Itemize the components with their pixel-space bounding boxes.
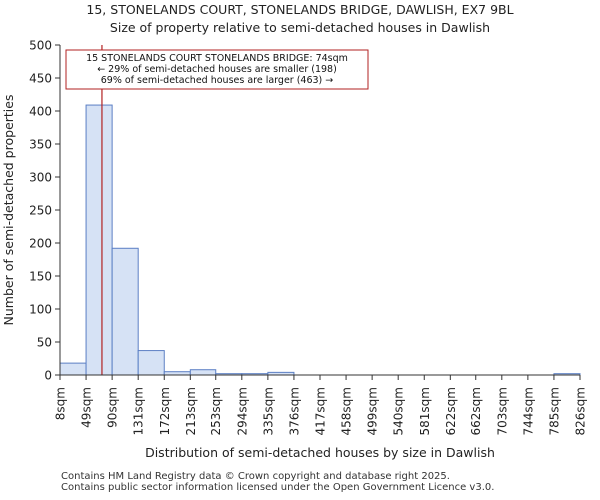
y-tick-label-300: 300	[29, 171, 52, 185]
y-tick-label-450: 450	[29, 72, 52, 86]
y-tick-label-200: 200	[29, 237, 52, 251]
bars-group	[59, 104, 581, 376]
y-tick-label-0: 0	[44, 369, 52, 383]
bar-131sqm	[137, 350, 165, 376]
bar-49sqm	[85, 104, 113, 376]
x-tick-label-213sqm: 213sqm	[184, 387, 198, 435]
x-tick-label-417sqm: 417sqm	[314, 387, 328, 435]
x-tick-label-172sqm: 172sqm	[158, 387, 172, 435]
footer-line-1: Contains HM Land Registry data © Crown c…	[61, 471, 450, 482]
y-tick-label-250: 250	[29, 204, 52, 218]
x-tick-label-335sqm: 335sqm	[261, 387, 275, 435]
annotation-line-3: 69% of semi-detached houses are larger (…	[101, 75, 334, 86]
y-tick-label-100: 100	[29, 303, 52, 317]
annotation-line-1: 15 STONELANDS COURT STONELANDS BRIDGE: 7…	[86, 53, 348, 64]
y-tick-label-500: 500	[29, 39, 52, 53]
x-axis-label: Distribution of semi-detached houses by …	[145, 445, 495, 460]
footer: Contains HM Land Registry data © Crown c…	[61, 471, 494, 493]
x-tick-label-8sqm: 8sqm	[54, 387, 68, 420]
x-tick-label-49sqm: 49sqm	[80, 387, 94, 428]
annotation-box: 15 STONELANDS COURT STONELANDS BRIDGE: 7…	[65, 49, 369, 90]
x-tick-label-376sqm: 376sqm	[287, 387, 301, 435]
x-tick-label-253sqm: 253sqm	[209, 387, 223, 435]
bar-90sqm	[111, 247, 139, 376]
chart-subtitle: Size of property relative to semi-detach…	[109, 20, 491, 35]
annotation-line-2: ← 29% of semi-detached houses are smalle…	[97, 64, 337, 75]
x-tick-label-826sqm: 826sqm	[574, 387, 588, 435]
y-tick-label-150: 150	[29, 270, 52, 284]
x-tick-label-458sqm: 458sqm	[340, 387, 354, 435]
x-tick-label-581sqm: 581sqm	[418, 387, 432, 435]
x-tick-label-703sqm: 703sqm	[495, 387, 509, 435]
x-tick-label-90sqm: 90sqm	[106, 387, 120, 428]
x-tick-label-785sqm: 785sqm	[547, 387, 561, 435]
x-ticks-group: 8sqm 49sqm 90sqm 131sqm 172sqm 213sqm 253sqm 29…	[54, 375, 588, 435]
annotation-frame	[65, 49, 369, 90]
chart-title: 15, STONELANDS COURT, STONELANDS BRIDGE,…	[86, 2, 514, 17]
x-tick-label-540sqm: 540sqm	[392, 387, 406, 435]
y-axis-label: Number of semi-detached properties	[1, 95, 16, 326]
x-tick-label-662sqm: 662sqm	[469, 387, 483, 435]
x-tick-label-744sqm: 744sqm	[521, 387, 535, 435]
x-tick-label-499sqm: 499sqm	[366, 387, 380, 435]
y-ticks-group: 0 50 100 150 200 250 300 350 400 450 500	[29, 39, 60, 383]
y-tick-label-50: 50	[37, 336, 52, 350]
footer-line-2: Contains public sector information licen…	[61, 482, 495, 493]
bar-213sqm	[189, 369, 217, 376]
y-tick-label-350: 350	[29, 138, 52, 152]
chart-title-block: 15, STONELANDS COURT, STONELANDS BRIDGE,…	[0, 1, 600, 37]
x-tick-label-622sqm: 622sqm	[444, 387, 458, 435]
bar-8sqm	[59, 362, 87, 376]
y-tick-label-400: 400	[29, 105, 52, 119]
x-tick-label-131sqm: 131sqm	[132, 387, 146, 435]
x-tick-label-294sqm: 294sqm	[235, 387, 249, 435]
